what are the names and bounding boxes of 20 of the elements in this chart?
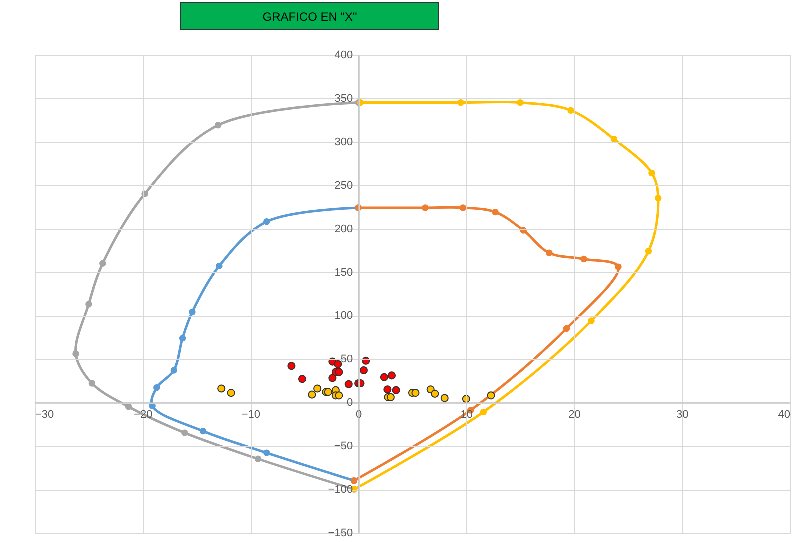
y-tick-label: 50 (340, 354, 354, 366)
y-tick-label: 200 (334, 223, 354, 236)
y-tick-label: −150 (328, 528, 354, 540)
x-tick-label: 0 (356, 409, 362, 422)
x-tick-label: −10 (242, 409, 261, 422)
y-tick-label: 0 (346, 397, 354, 410)
y-tick-label: 400 (334, 50, 354, 62)
y-tick-label: 100 (334, 310, 354, 322)
chart-title: GRAFICO EN "X" (262, 10, 358, 24)
y-tick-label: 250 (334, 180, 354, 192)
x-tick-label: 40 (778, 409, 790, 422)
y-tick-label: 350 (334, 92, 354, 105)
x-tick-label: 20 (568, 409, 581, 422)
y-tick-label: −100 (328, 484, 354, 496)
y-tick-label: 150 (334, 266, 354, 279)
x-tick-label: −20 (134, 409, 153, 422)
y-tick-label: −50 (334, 440, 354, 453)
x-tick-label: 30 (676, 409, 689, 422)
y-tick-label: 300 (334, 136, 354, 148)
x-tick-label: −30 (36, 409, 54, 422)
